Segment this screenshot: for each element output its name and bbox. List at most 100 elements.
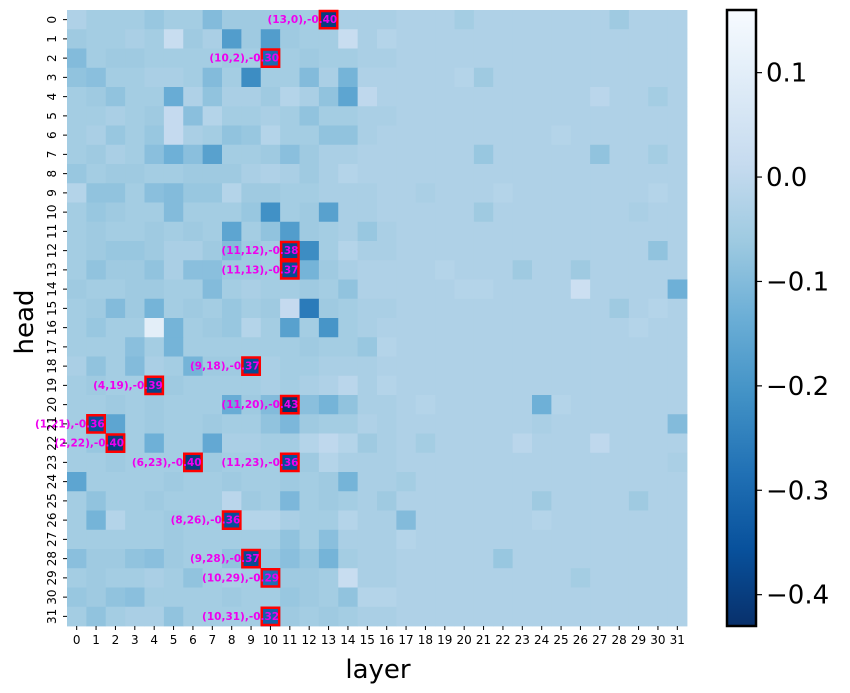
heatmap-cell xyxy=(260,452,281,473)
heatmap-cell xyxy=(667,164,688,184)
colorbar-tick-label: −0.2 xyxy=(766,372,829,402)
heatmap-cell xyxy=(648,260,669,280)
heatmap-cell xyxy=(125,125,145,146)
colorbar xyxy=(725,8,758,628)
heatmap-cell xyxy=(338,549,359,569)
heatmap-cell xyxy=(396,144,417,165)
heatmap-cell xyxy=(415,375,436,396)
heatmap-cell xyxy=(183,510,204,531)
heatmap-cell xyxy=(105,510,126,531)
heatmap-cell xyxy=(318,472,339,492)
heatmap-cell xyxy=(609,337,630,357)
heatmap-cell xyxy=(86,549,107,569)
heatmap-cell xyxy=(551,375,572,396)
highlight-box xyxy=(86,414,107,434)
heatmap-cell xyxy=(667,221,688,242)
heatmap-cell xyxy=(144,587,165,608)
heatmap-cell xyxy=(532,164,552,184)
heatmap-cell xyxy=(318,87,339,107)
heatmap-cell xyxy=(590,10,610,30)
heatmap-cell xyxy=(628,337,649,357)
heatmap-cell xyxy=(628,587,649,608)
heatmap-cell xyxy=(551,10,572,30)
heatmap-cell xyxy=(396,87,417,107)
heatmap-cell xyxy=(260,587,281,608)
heatmap-cell xyxy=(241,260,262,280)
heatmap-cell xyxy=(396,337,417,357)
heatmap-cell xyxy=(241,414,262,434)
heatmap-cell xyxy=(357,491,378,511)
heatmap-cell xyxy=(435,375,455,396)
heatmap-cell xyxy=(396,491,417,511)
heatmap-cell xyxy=(105,491,126,511)
heatmap-cell xyxy=(299,472,320,492)
heatmap-cell xyxy=(609,606,630,627)
heatmap-cell xyxy=(357,279,378,300)
heatmap-cell xyxy=(105,433,126,454)
heatmap-cell xyxy=(299,452,320,473)
highlight-annotation: (11,20),-0.43 xyxy=(221,399,298,411)
heatmap-cell xyxy=(435,395,455,415)
heatmap-cell xyxy=(125,433,145,454)
heatmap-cell xyxy=(67,356,87,377)
heatmap-cell xyxy=(512,164,533,184)
y-tick-label: 18 xyxy=(45,358,59,373)
heatmap-cell xyxy=(241,337,262,357)
heatmap-cell xyxy=(570,356,591,377)
heatmap-cell xyxy=(532,529,552,550)
heatmap-cell xyxy=(648,298,669,319)
heatmap-cell xyxy=(318,164,339,184)
heatmap-cell xyxy=(222,318,242,338)
heatmap-cell xyxy=(377,144,397,165)
heatmap-cell xyxy=(125,587,145,608)
heatmap-cell xyxy=(357,298,378,319)
y-tick-label: 8 xyxy=(45,170,59,178)
highlight-box xyxy=(260,48,281,68)
heatmap-cell xyxy=(628,202,649,223)
heatmap-cell xyxy=(512,10,533,30)
heatmap-cell xyxy=(280,606,300,627)
heatmap-cell xyxy=(163,106,184,126)
heatmap-cell xyxy=(473,510,494,531)
heatmap-cell xyxy=(551,106,572,126)
heatmap-cell xyxy=(241,529,262,550)
heatmap-cell xyxy=(163,452,184,473)
highlight-annotation: (11,12),-0.38 xyxy=(221,245,298,257)
y-tick-label: 13 xyxy=(45,262,59,277)
heatmap-cell xyxy=(609,106,630,126)
heatmap-cell xyxy=(396,318,417,338)
colorbar-ticks: 0.1 0.0 −0.1 −0.2 −0.3 −0.4 xyxy=(756,59,829,611)
heatmap-cell xyxy=(105,298,126,319)
x-tick-label: 25 xyxy=(553,633,568,647)
heatmap-cell xyxy=(338,48,359,69)
highlight-annotation: (13,0),-0.40 xyxy=(267,14,337,26)
heatmap-cell xyxy=(435,183,455,203)
y-tick-label: 23 xyxy=(45,455,59,470)
heatmap-cell xyxy=(473,106,494,126)
heatmap-cell xyxy=(551,549,572,569)
heatmap-cell xyxy=(493,10,514,30)
heatmap-cell xyxy=(667,337,688,357)
heatmap-cell xyxy=(144,298,165,319)
heatmap-cell xyxy=(357,606,378,627)
heatmap-cell xyxy=(396,375,417,396)
heatmap-cell xyxy=(222,241,242,261)
heatmap-cell xyxy=(648,587,669,608)
heatmap-cell xyxy=(473,279,494,300)
heatmap-cell xyxy=(299,549,320,569)
heatmap-cell xyxy=(202,414,223,434)
heatmap-cell xyxy=(280,260,300,280)
heatmap-cell xyxy=(299,29,320,49)
heatmap-cell xyxy=(144,395,165,415)
heatmap-cell xyxy=(144,106,165,126)
colorbar-tick-label: 0.1 xyxy=(766,59,807,89)
heatmap-cell xyxy=(648,472,669,492)
heatmap-cell xyxy=(260,549,281,569)
heatmap-cell xyxy=(338,433,359,454)
heatmap-cell xyxy=(86,395,107,415)
heatmap-cell xyxy=(144,568,165,588)
heatmap-cell xyxy=(260,395,281,415)
highlight-box xyxy=(260,568,281,588)
heatmap-cell xyxy=(86,356,107,377)
heatmap-cell xyxy=(183,472,204,492)
